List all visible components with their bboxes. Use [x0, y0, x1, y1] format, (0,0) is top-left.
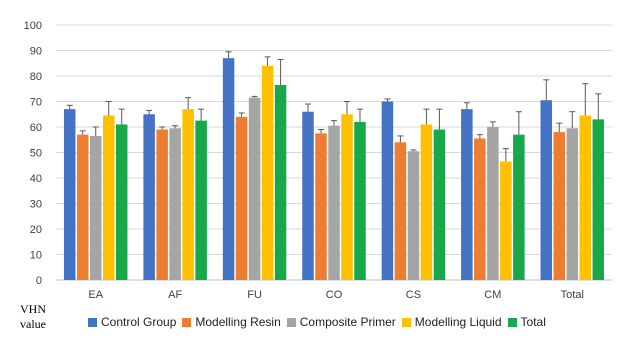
legend-item-total: Total [507, 315, 546, 329]
legend-item-modelling-liquid: Modelling Liquid [401, 315, 502, 329]
y-tick-label: 90 [30, 46, 42, 58]
bar-af-total [195, 120, 207, 280]
legend-swatch [286, 317, 296, 327]
bar-fu-composite-primer [248, 97, 261, 280]
bar-cs-modelling-resin [394, 142, 407, 280]
bar-fu-modelling-resin [235, 116, 248, 280]
bar-cm-control-group [461, 109, 473, 281]
y-axis-label-line2: value [20, 317, 46, 331]
y-tick-label: 100 [24, 20, 42, 32]
legend-label: Total [520, 315, 546, 329]
bar-ea-control-group [63, 109, 76, 281]
bar-cs-modelling-liquid [420, 124, 433, 280]
x-tick-label: CO [326, 289, 343, 301]
bar-af-modelling-resin [156, 129, 168, 280]
y-tick-label: 0 [36, 275, 42, 287]
x-tick-labels: EA AF FU CO CS CM Total [88, 289, 584, 301]
bar-co-total [354, 121, 366, 281]
legend-label: Modelling Liquid [414, 315, 502, 329]
x-tick-label: AF [168, 289, 182, 301]
x-tick-label: Total [561, 289, 584, 301]
bar-ea-total [115, 124, 128, 280]
bar-ea-modelling-liquid [102, 115, 115, 281]
bar-total-control-group [540, 100, 553, 280]
bar-cs-total [433, 129, 446, 280]
bar-co-control-group [302, 111, 314, 280]
legend-label: Composite Primer [299, 315, 396, 329]
bars [63, 58, 605, 281]
legend-swatch [182, 317, 192, 327]
bar-total-modelling-liquid [579, 115, 592, 281]
legend-swatch [88, 317, 97, 327]
bar-fu-control-group [222, 58, 235, 281]
bar-cm-modelling-resin [474, 138, 486, 280]
y-tick-label: 10 [30, 250, 42, 262]
bar-fu-modelling-liquid [261, 65, 274, 280]
bar-af-composite-primer [169, 128, 181, 280]
y-tick-label: 70 [30, 97, 42, 109]
y-tick-labels: 0 10 20 30 40 50 60 70 80 90 100 [24, 20, 42, 287]
legend-label: Modelling Resin [195, 315, 281, 329]
bar-cm-modelling-liquid [500, 161, 512, 280]
bar-cs-composite-primer [407, 151, 420, 280]
y-tick-label: 50 [30, 148, 42, 160]
x-tick-label: EA [88, 289, 103, 301]
y-tick-label: 30 [30, 199, 42, 211]
y-tick-label: 20 [30, 224, 42, 236]
y-tick-label: 60 [30, 122, 42, 134]
bar-ea-composite-primer [89, 135, 102, 280]
bar-cs-control-group [381, 101, 394, 280]
bar-total-total [592, 119, 605, 280]
x-tick-label: CS [406, 289, 421, 301]
bar-cm-total [513, 134, 525, 280]
bar-fu-total [274, 84, 287, 280]
y-axis-label: VHN value [20, 302, 60, 332]
y-tick-label: 80 [30, 71, 42, 83]
legend-swatch [507, 317, 517, 327]
bar-af-control-group [143, 114, 155, 280]
bar-total-composite-primer [566, 128, 579, 280]
y-axis-label-line1: VHN [20, 302, 46, 316]
error-bars [66, 51, 602, 162]
legend: Control Group Modelling Resin Composite … [88, 314, 552, 330]
legend-item-modelling-resin: Modelling Resin [182, 315, 281, 329]
legend-item-control-group: Control Group [88, 315, 176, 329]
legend-swatch [401, 317, 411, 327]
x-tick-label: FU [247, 289, 262, 301]
x-tick-label: CM [484, 289, 501, 301]
bar-af-modelling-liquid [182, 109, 194, 281]
bar-co-modelling-resin [315, 133, 327, 280]
bar-cm-composite-primer [487, 127, 499, 280]
bar-co-modelling-liquid [341, 114, 353, 280]
bar-ea-modelling-resin [76, 134, 89, 280]
legend-label: Control Group [101, 315, 177, 329]
bar-co-composite-primer [328, 125, 340, 280]
bar-total-modelling-resin [553, 132, 566, 280]
legend-item-composite-primer: Composite Primer [286, 315, 396, 329]
y-tick-label: 40 [30, 173, 42, 185]
